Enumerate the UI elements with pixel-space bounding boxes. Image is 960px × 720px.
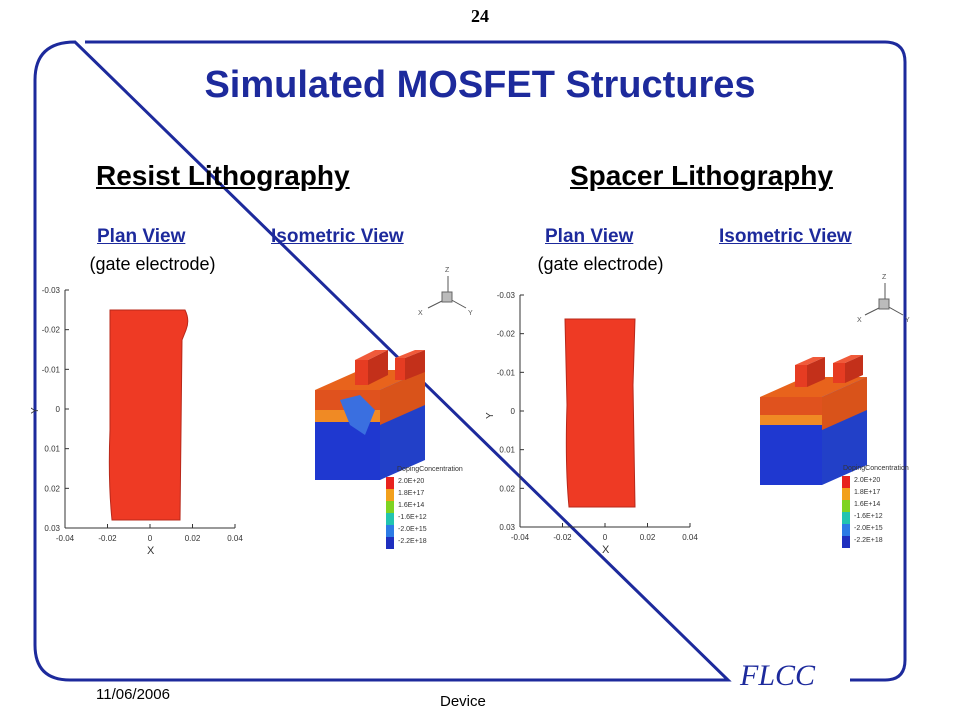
legend-swatch [842, 512, 850, 524]
legend-swatch [842, 476, 850, 488]
isometric-view-label-left: Isometric View [271, 226, 404, 247]
legend-entry: -1.6E+12 [854, 513, 883, 520]
x-tick-label: 0.02 [640, 533, 656, 542]
x-tick-label: -0.04 [56, 534, 75, 543]
legend-swatch [842, 488, 850, 500]
spacer-lithography-heading: Spacer Lithography [570, 160, 833, 191]
plan-view-label-left: Plan View [97, 226, 186, 247]
legend-entry: -1.6E+12 [398, 514, 427, 521]
plan-view-plot-right: -0.03 -0.02 -0.01 0 0.01 0.02 0.03 -0.04 -0.02 0… [485, 291, 698, 556]
y-tick-label: -0.01 [497, 368, 516, 377]
plan-view-label-right: Plan View [545, 226, 634, 247]
footer-date: 11/06/2006 [96, 686, 170, 703]
svg-text:DopingConcentration: DopingConcentration [397, 466, 463, 473]
y-tick-label: 0.03 [499, 523, 515, 532]
legend-swatch [386, 525, 394, 537]
doping-legend: DopingConcentration 2.0E+20 1.8E+17 1.6E+1… [842, 465, 909, 548]
legend-entry: -2.0E+15 [854, 525, 883, 532]
legend-swatch [386, 513, 394, 525]
y-tick-label: 0.01 [499, 446, 515, 455]
x-tick-label: 0.02 [185, 534, 201, 543]
svg-text:Y: Y [468, 310, 473, 317]
y-tick-label: 0.02 [44, 484, 60, 493]
device-block [315, 350, 425, 480]
svg-text:Y: Y [905, 317, 910, 324]
page-number: 24 [471, 6, 489, 26]
x-tick-label: -0.02 [553, 533, 572, 542]
y-axis-label: Y [30, 407, 41, 414]
isometric-view-right: Z X Y DopingConcentration 2.0E+20 1.8E+17… [760, 274, 910, 548]
legend-swatch [386, 477, 394, 489]
svg-text:DopingConcentration: DopingConcentration [843, 465, 909, 472]
legend-entry: 1.6E+14 [854, 501, 880, 508]
axes-triad-icon: Z X Y [857, 274, 910, 324]
x-tick-label: 0 [603, 533, 608, 542]
flcc-logo: FLCC [740, 659, 816, 692]
x-tick-label: -0.02 [98, 534, 117, 543]
legend-entry: 1.6E+14 [398, 502, 424, 509]
x-axis-label: X [147, 545, 155, 557]
legend-entry: -2.0E+15 [398, 526, 427, 533]
device-block [760, 355, 867, 485]
x-tick-label: 0 [148, 534, 153, 543]
legend-entry: 1.8E+17 [398, 490, 424, 497]
y-tick-label: -0.03 [42, 286, 61, 295]
legend-swatch [386, 537, 394, 549]
legend-swatch [386, 489, 394, 501]
y-tick-label: -0.01 [42, 365, 61, 374]
y-tick-label: 0 [56, 405, 61, 414]
y-tick-label: 0.03 [44, 524, 60, 533]
x-tick-label: 0.04 [682, 533, 698, 542]
y-tick-label: -0.02 [42, 326, 61, 335]
gate-electrode-shape [108, 309, 189, 521]
isometric-view-left: Z X Y DopingConcentration 2.0E+20 1.8E+17… [315, 267, 473, 549]
x-tick-label: 0.04 [227, 534, 243, 543]
legend-entry: 1.8E+17 [854, 489, 880, 496]
gate-note-left: (gate electrode) [89, 254, 216, 274]
y-tick-label: -0.03 [497, 291, 516, 300]
legend-swatch [842, 500, 850, 512]
resist-lithography-heading: Resist Lithography [96, 160, 350, 191]
slide-title: Simulated MOSFET Structures [204, 64, 756, 106]
legend-entry: -2.2E+18 [854, 537, 883, 544]
footer-center-label: Device [440, 693, 486, 710]
doping-legend: DopingConcentration 2.0E+20 1.8E+17 1.6E+1… [386, 466, 463, 549]
gate-electrode-shape [564, 318, 636, 508]
legend-entry: 2.0E+20 [854, 477, 880, 484]
svg-text:Z: Z [882, 274, 887, 281]
y-tick-label: -0.02 [497, 330, 516, 339]
plan-view-plot-left: -0.03 -0.02 -0.01 0 0.01 0.02 0.03 -0.04 -0.02 0… [30, 286, 243, 557]
axes-triad-icon: Z X Y [418, 267, 473, 317]
svg-text:X: X [418, 310, 423, 317]
legend-entry: 2.0E+20 [398, 478, 424, 485]
x-tick-label: -0.04 [511, 533, 530, 542]
y-tick-label: 0 [511, 407, 516, 416]
y-tick-label: 0.02 [499, 484, 515, 493]
svg-text:Z: Z [445, 267, 450, 274]
y-tick-label: 0.01 [44, 445, 60, 454]
gate-note-right: (gate electrode) [537, 254, 664, 274]
legend-swatch [842, 536, 850, 548]
legend-entry: -2.2E+18 [398, 538, 427, 545]
legend-swatch [386, 501, 394, 513]
isometric-view-label-right: Isometric View [719, 226, 852, 247]
svg-text:X: X [857, 317, 862, 324]
y-axis-label: Y [485, 412, 496, 419]
legend-swatch [842, 524, 850, 536]
x-axis-label: X [602, 544, 610, 556]
